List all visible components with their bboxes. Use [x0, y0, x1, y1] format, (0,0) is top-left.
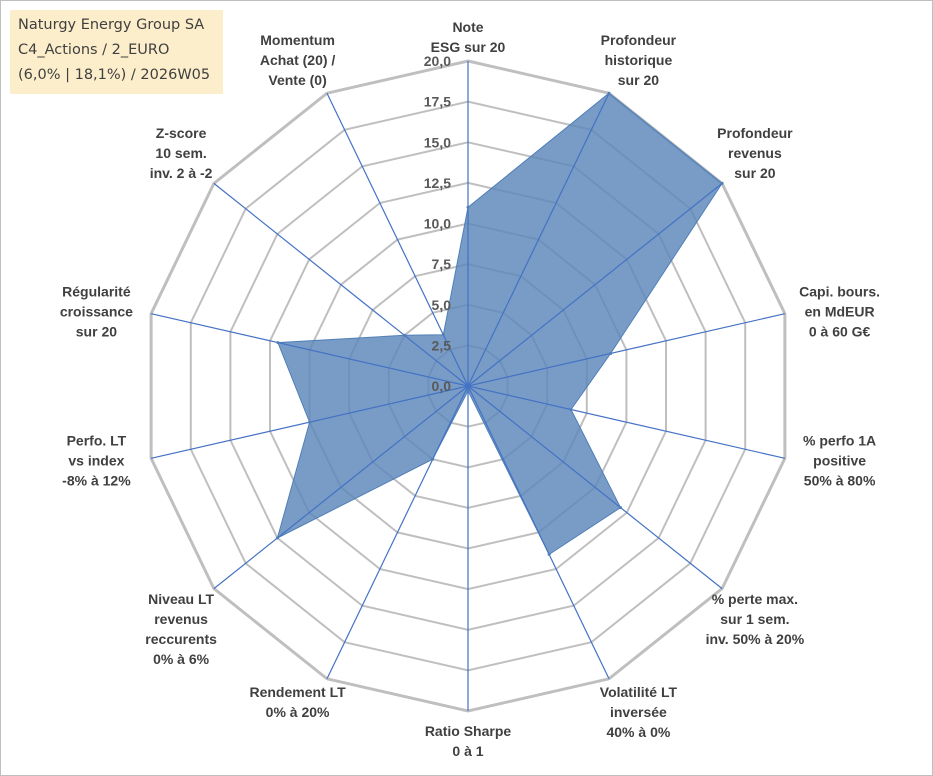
data-point	[466, 389, 470, 393]
axis-label: sur 20	[618, 72, 659, 88]
axis-label: inv. 2 à -2	[150, 165, 213, 181]
tick-label: 20,0	[424, 53, 451, 69]
axis-spoke	[467, 385, 723, 590]
axis-label: 50% à 80%	[804, 473, 876, 489]
axis-spoke	[467, 385, 786, 459]
axis-label: % perte max.	[712, 591, 798, 607]
axis-label: Z-score	[156, 125, 207, 141]
axis-label: croissance	[60, 304, 133, 320]
axis-spoke	[150, 313, 469, 387]
data-point	[720, 181, 724, 185]
data-point	[308, 420, 312, 424]
axis-label: sur 1 sem.	[720, 611, 789, 627]
title-box: Naturgy Energy Group SA C4_Actions / 2_E…	[10, 10, 223, 94]
tick-label: 5,0	[432, 297, 452, 313]
axis-label: 0% à 20%	[266, 704, 330, 720]
axis-label: Régularité	[62, 284, 131, 300]
axis-label: sur 20	[734, 165, 775, 181]
axis-label: 0% à 6%	[153, 651, 210, 667]
axis-label: sur 20	[76, 324, 117, 340]
axis-label: 0 à 1	[452, 743, 483, 759]
axis-label: 0 à 60 G€	[809, 324, 871, 340]
axis-label: inv. 50% à 20%	[706, 631, 805, 647]
data-point	[431, 457, 435, 461]
tick-label: 10,0	[424, 216, 451, 232]
axis-label: Volatilité LT	[600, 684, 678, 700]
data-point	[547, 552, 551, 556]
data-point	[275, 536, 279, 540]
tick-label: 12,5	[424, 175, 451, 191]
data-point	[403, 333, 406, 337]
data-point	[276, 341, 280, 345]
title-line-2: C4_Actions / 2_EURO	[18, 42, 170, 58]
tick-label: 17,5	[424, 94, 451, 110]
tick-label: 2,5	[432, 337, 452, 353]
axis-spoke	[467, 92, 610, 387]
axis-label: ESG sur 20	[431, 39, 506, 55]
axis-label: inversée	[610, 704, 667, 720]
axis-label: Ratio Sharpe	[425, 723, 512, 739]
axis-label: revenus	[154, 611, 208, 627]
axis-spoke	[467, 313, 786, 387]
axis-spoke	[467, 385, 610, 680]
axis-spoke	[326, 92, 469, 387]
axis-label: Note	[452, 19, 483, 35]
tick-label: 0,0	[432, 378, 452, 394]
tick-label: 15,0	[424, 134, 451, 150]
axis-label: Achat (20) /	[260, 52, 336, 68]
data-point	[569, 408, 573, 411]
axis-label: Profondeur	[717, 125, 793, 141]
axis-label: Momentum	[260, 32, 335, 48]
axis-label: reccurents	[145, 631, 217, 647]
title-line-3: (6,0% | 18,1%) / 2026W05	[18, 67, 211, 83]
data-point	[441, 333, 445, 337]
axis-label: Niveau LT	[148, 591, 214, 607]
axis-label: Vente (0)	[268, 72, 326, 88]
axis-label: vs index	[68, 453, 124, 469]
axis-label: revenus	[728, 145, 782, 161]
axis-spoke	[467, 182, 723, 387]
axis-label: 10 sem.	[155, 145, 206, 161]
axis-label: % perfo 1A	[803, 433, 876, 449]
axis-spoke	[213, 385, 469, 590]
data-point	[609, 352, 613, 355]
axis-label: historique	[605, 52, 673, 68]
title-line-1: Naturgy Energy Group SA	[18, 17, 205, 33]
axis-spoke	[326, 385, 469, 680]
axis-label: -8% à 12%	[62, 473, 131, 489]
axis-label: Rendement LT	[249, 684, 346, 700]
data-point	[619, 506, 622, 510]
axis-label: Perfo. LT	[67, 433, 127, 449]
data-point	[466, 205, 470, 209]
data-point	[607, 91, 611, 95]
axis-label: Capi. bours.	[799, 284, 880, 300]
axis-label: positive	[813, 453, 866, 469]
axis-label: Profondeur	[601, 32, 677, 48]
axis-label: en MdEUR	[805, 304, 875, 320]
axis-label: 40% à 0%	[606, 724, 670, 740]
tick-label: 7,5	[432, 256, 452, 272]
axis-spoke	[213, 182, 469, 387]
